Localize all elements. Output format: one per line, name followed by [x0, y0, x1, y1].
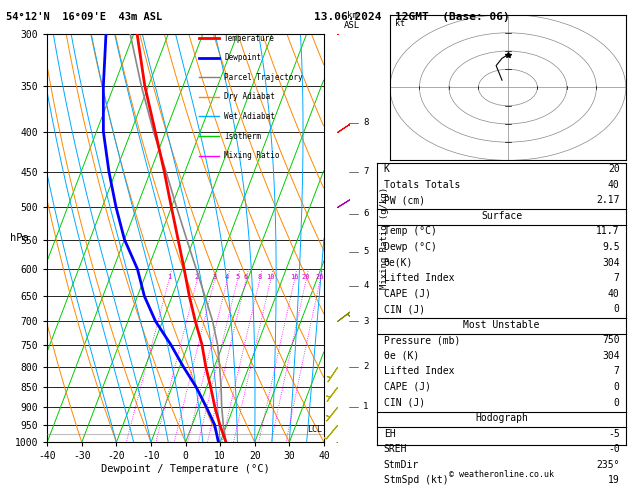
Text: -0: -0	[608, 444, 620, 454]
Text: 4: 4	[225, 274, 230, 280]
Text: Mixing Ratio: Mixing Ratio	[225, 151, 280, 160]
Text: 4: 4	[364, 281, 369, 290]
Text: -5: -5	[608, 429, 620, 439]
Text: 11.7: 11.7	[596, 226, 620, 237]
Text: Hodograph: Hodograph	[475, 413, 528, 423]
Text: Dewpoint: Dewpoint	[225, 53, 261, 62]
Text: EH: EH	[384, 429, 396, 439]
X-axis label: Dewpoint / Temperature (°C): Dewpoint / Temperature (°C)	[101, 464, 270, 474]
Text: © weatheronline.co.uk: © weatheronline.co.uk	[449, 469, 554, 479]
Text: Wet Adiabat: Wet Adiabat	[225, 112, 275, 121]
Text: 6: 6	[244, 274, 248, 280]
Text: 235°: 235°	[596, 460, 620, 470]
Text: Most Unstable: Most Unstable	[464, 320, 540, 330]
Text: StmSpd (kt): StmSpd (kt)	[384, 475, 448, 486]
Text: Pressure (mb): Pressure (mb)	[384, 335, 460, 346]
Text: θe(K): θe(K)	[384, 258, 413, 268]
Text: 0: 0	[614, 398, 620, 408]
Text: 26: 26	[316, 274, 325, 280]
Text: Lifted Index: Lifted Index	[384, 366, 454, 377]
Text: 16: 16	[290, 274, 299, 280]
Text: 0: 0	[614, 382, 620, 392]
Text: km
ASL: km ASL	[344, 11, 360, 30]
Text: 304: 304	[602, 258, 620, 268]
Text: LCL: LCL	[307, 425, 322, 434]
Text: 6: 6	[364, 209, 369, 218]
Text: 13.06.2024  12GMT  (Base: 06): 13.06.2024 12GMT (Base: 06)	[314, 12, 510, 22]
Text: 40: 40	[608, 289, 620, 299]
Text: 2.17: 2.17	[596, 195, 620, 206]
Text: Mixing Ratio (g/kg): Mixing Ratio (g/kg)	[381, 187, 389, 289]
Text: PW (cm): PW (cm)	[384, 195, 425, 206]
Text: 0: 0	[614, 304, 620, 314]
Text: 7: 7	[614, 366, 620, 377]
Text: 7: 7	[364, 167, 369, 176]
Text: Dry Adiabat: Dry Adiabat	[225, 92, 275, 102]
Text: Temp (°C): Temp (°C)	[384, 226, 437, 237]
Text: 3: 3	[212, 274, 216, 280]
Text: StmDir: StmDir	[384, 460, 419, 470]
Text: Parcel Trajectory: Parcel Trajectory	[225, 73, 303, 82]
Text: 2: 2	[195, 274, 199, 280]
Text: Totals Totals: Totals Totals	[384, 180, 460, 190]
Text: 8: 8	[257, 274, 262, 280]
Text: 1: 1	[364, 402, 369, 411]
Text: hPa: hPa	[10, 233, 29, 243]
Text: 20: 20	[302, 274, 310, 280]
Text: 1: 1	[167, 274, 171, 280]
Text: 19: 19	[608, 475, 620, 486]
Text: Dewp (°C): Dewp (°C)	[384, 242, 437, 252]
Text: 10: 10	[266, 274, 275, 280]
Text: Lifted Index: Lifted Index	[384, 273, 454, 283]
Text: 5: 5	[364, 247, 369, 256]
Text: Isotherm: Isotherm	[225, 132, 261, 140]
Text: 5: 5	[235, 274, 240, 280]
Text: CAPE (J): CAPE (J)	[384, 289, 431, 299]
Text: K: K	[384, 164, 389, 174]
Text: θe (K): θe (K)	[384, 351, 419, 361]
Text: CIN (J): CIN (J)	[384, 398, 425, 408]
Text: 750: 750	[602, 335, 620, 346]
Text: 7: 7	[614, 273, 620, 283]
Text: 304: 304	[602, 351, 620, 361]
Text: 8: 8	[364, 119, 369, 127]
Text: SREH: SREH	[384, 444, 407, 454]
Text: 3: 3	[364, 317, 369, 326]
Text: 54°12'N  16°09'E  43m ASL: 54°12'N 16°09'E 43m ASL	[6, 12, 162, 22]
Text: Surface: Surface	[481, 211, 522, 221]
Text: 2: 2	[364, 362, 369, 371]
Text: 20: 20	[608, 164, 620, 174]
Text: 9.5: 9.5	[602, 242, 620, 252]
Text: kt: kt	[395, 19, 404, 28]
Text: CAPE (J): CAPE (J)	[384, 382, 431, 392]
Text: 40: 40	[608, 180, 620, 190]
Text: CIN (J): CIN (J)	[384, 304, 425, 314]
Text: Temperature: Temperature	[225, 34, 275, 43]
